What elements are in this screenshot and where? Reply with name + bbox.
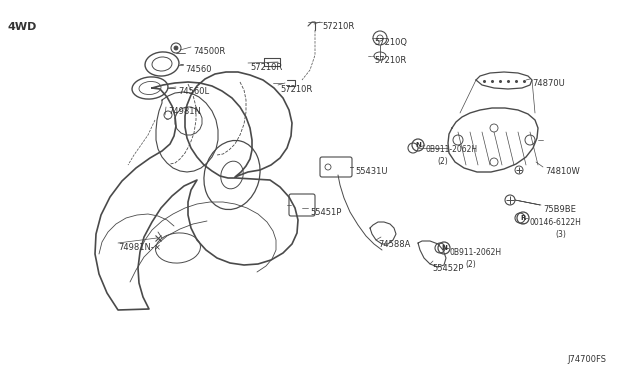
- Text: 55452P: 55452P: [432, 264, 463, 273]
- Text: 00146-6122H: 00146-6122H: [530, 218, 582, 227]
- Text: 0B911-2062H: 0B911-2062H: [425, 145, 477, 154]
- Text: 74810W: 74810W: [545, 167, 580, 176]
- Text: 74560L: 74560L: [178, 87, 209, 96]
- Text: 57210R: 57210R: [250, 63, 282, 72]
- Text: N: N: [441, 245, 447, 251]
- Text: J74700FS: J74700FS: [567, 355, 606, 364]
- Text: 4WD: 4WD: [8, 22, 37, 32]
- Text: 74870U: 74870U: [532, 79, 564, 88]
- Text: R: R: [520, 215, 525, 221]
- Text: 57210Q: 57210Q: [374, 38, 407, 47]
- Text: 57210R: 57210R: [374, 56, 406, 65]
- Circle shape: [174, 46, 178, 50]
- Text: (2): (2): [437, 157, 448, 166]
- Text: 74588A: 74588A: [378, 240, 410, 249]
- Text: N: N: [415, 142, 421, 148]
- Text: 55431U: 55431U: [355, 167, 387, 176]
- Text: 74981N-×: 74981N-×: [118, 243, 161, 252]
- Text: 57210R: 57210R: [280, 85, 312, 94]
- Text: 74500R: 74500R: [193, 47, 225, 56]
- Text: 55451P: 55451P: [310, 208, 341, 217]
- Text: (2): (2): [465, 260, 476, 269]
- Text: 57210R: 57210R: [322, 22, 355, 31]
- Text: 0B911-2062H: 0B911-2062H: [450, 248, 502, 257]
- Text: 74981N: 74981N: [168, 107, 201, 116]
- Text: 75B9BE: 75B9BE: [543, 205, 576, 214]
- Text: (3): (3): [555, 230, 566, 239]
- Text: 74560: 74560: [185, 65, 211, 74]
